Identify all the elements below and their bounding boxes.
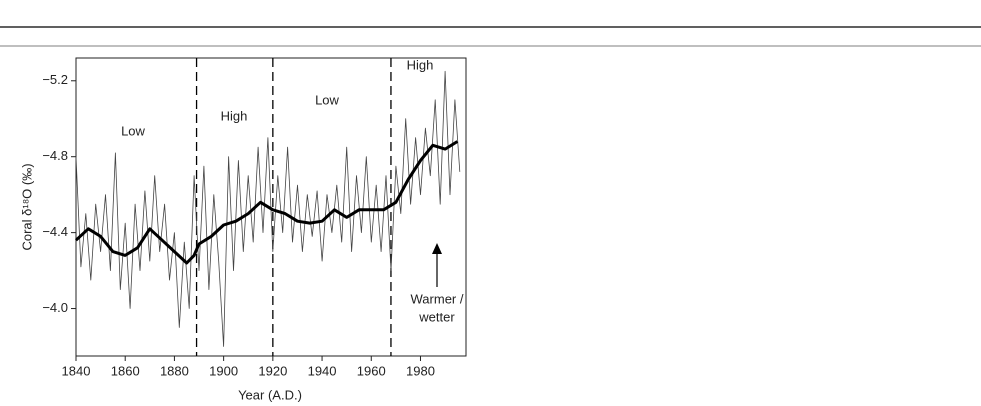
y-tick-label: −4.0	[42, 300, 68, 315]
x-tick-label: 1860	[111, 363, 140, 378]
arrow-head	[432, 243, 442, 254]
y-axis-label: Coral δ¹⁸O (‰)	[19, 163, 34, 250]
series-line	[74, 140, 459, 265]
x-tick-label: 1920	[258, 363, 287, 378]
series-line	[75, 70, 461, 347]
annotation: Warmer /	[411, 291, 464, 306]
annotation: Low	[121, 123, 145, 138]
x-tick-label: 1900	[209, 363, 238, 378]
x-axis-label: Year (A.D.)	[238, 387, 302, 402]
y-tick-label: −4.8	[42, 148, 68, 163]
x-tick-label: 1880	[160, 363, 189, 378]
annotation: High	[407, 57, 434, 72]
plot-frame	[75, 57, 467, 357]
x-tick-label: 1840	[62, 363, 91, 378]
y-tick-label: −5.2	[42, 72, 68, 87]
y-tick-label: −4.4	[42, 224, 68, 239]
x-tick-label: 1940	[308, 363, 337, 378]
annotation: Low	[315, 92, 339, 107]
annotation: High	[221, 108, 248, 123]
x-tick-label: 1960	[357, 363, 386, 378]
x-tick-label: 1980	[406, 363, 435, 378]
annotation: wetter	[418, 309, 455, 324]
